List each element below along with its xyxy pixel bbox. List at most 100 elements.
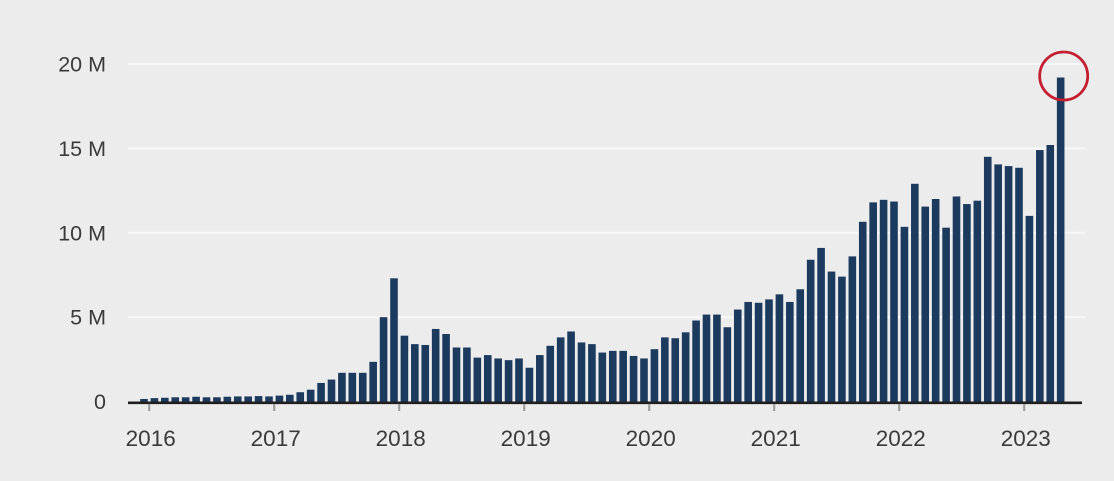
bar-2022-02	[911, 183, 919, 402]
y-axis-label-20M: 20 M	[58, 53, 106, 77]
highlight-circle	[1038, 50, 1090, 102]
bar-2017-06	[327, 379, 336, 402]
bar-2016-12	[265, 396, 273, 402]
bar-2021-11	[879, 199, 888, 402]
bar-2016-07	[213, 397, 221, 402]
bar-2017-11	[379, 317, 388, 402]
bar-2016-09	[233, 396, 242, 402]
bar-2016-05	[192, 396, 200, 402]
bar-2022-09	[983, 156, 992, 402]
x-axis-label-2016: 2016	[126, 426, 176, 451]
bar-2016-01	[150, 398, 159, 402]
x-axis-label-2020: 2020	[626, 426, 676, 451]
bar-2015-12	[140, 398, 148, 402]
bar-2022-08	[973, 200, 982, 402]
bar-2019-04	[556, 337, 565, 402]
x-axis-label-2023: 2023	[1001, 426, 1051, 451]
bar-2018-12	[515, 358, 523, 402]
bar-2018-05	[442, 334, 450, 402]
bar-2021-10	[869, 202, 877, 402]
bar-2021-03	[796, 289, 805, 402]
bar-2018-02	[411, 344, 419, 402]
bar-2018-07	[463, 347, 471, 402]
bar-2022-04	[931, 199, 940, 402]
bar-2020-07	[713, 314, 721, 402]
bar-2023-03	[1046, 145, 1055, 402]
x-axis-label-2022: 2022	[876, 426, 926, 451]
bar-2021-02	[786, 301, 794, 402]
bar-2018-04	[431, 328, 440, 402]
bar-2022-06	[952, 196, 961, 402]
bar-2022-07	[963, 204, 971, 402]
bar-2022-05	[942, 227, 950, 402]
x-axis-label-2019: 2019	[501, 426, 551, 451]
bar-2019-11	[629, 355, 638, 402]
bar-2021-08	[848, 256, 857, 402]
bar-2020-04	[681, 332, 690, 402]
bar-2020-05	[692, 320, 700, 402]
bar-2018-06	[452, 347, 461, 402]
bar-2016-06	[202, 397, 211, 402]
bar-2021-09	[858, 221, 867, 402]
bar-2019-05	[567, 331, 575, 402]
bar-2022-03	[921, 206, 930, 402]
bar-2020-01	[650, 349, 659, 402]
x-axis-label-2021: 2021	[751, 426, 801, 451]
bar-2016-02	[161, 397, 169, 402]
bar-2017-05	[317, 382, 325, 402]
x-axis-label-2018: 2018	[376, 426, 426, 451]
y-axis-label-5M: 5 M	[70, 306, 106, 330]
bar-2022-01	[900, 226, 909, 402]
bar-2020-02	[661, 337, 669, 402]
y-axis-label-10M: 10 M	[58, 221, 106, 245]
bar-2019-09	[608, 350, 617, 402]
bar-2017-01	[275, 395, 284, 402]
bar-2016-03	[171, 397, 180, 402]
y-axis-label-0: 0	[94, 390, 106, 414]
bar-2022-11	[1004, 166, 1013, 402]
bar-2021-07	[838, 276, 846, 402]
bar-2019-02	[536, 355, 544, 402]
x-axis-label-2017: 2017	[251, 426, 301, 451]
bar-2018-01	[400, 335, 409, 402]
bar-2019-01	[525, 367, 534, 402]
bar-2016-11	[254, 396, 263, 402]
bar-2018-10	[494, 358, 502, 402]
bar-2021-05	[817, 247, 825, 402]
bar-2020-10	[744, 301, 752, 402]
bar-2017-10	[369, 361, 377, 402]
bar-2019-03	[546, 345, 555, 402]
bar-2018-09	[483, 355, 492, 402]
bar-2023-02	[1036, 150, 1044, 402]
bar-2021-01	[775, 294, 784, 402]
bar-2021-04	[806, 259, 815, 402]
bar-2018-11	[504, 360, 513, 402]
bar-2022-10	[994, 164, 1002, 402]
bar-2020-09	[733, 309, 742, 402]
bar-2019-07	[588, 344, 596, 402]
bar-2018-08	[473, 357, 482, 402]
bar-2019-10	[619, 350, 627, 402]
bar-2020-12	[765, 299, 773, 402]
bar-2020-03	[671, 338, 680, 402]
bar-2021-12	[890, 201, 898, 402]
bar-2021-06	[827, 271, 836, 402]
bar-2023-04	[1056, 77, 1065, 402]
bar-2017-08	[348, 372, 357, 402]
bar-2017-12	[390, 278, 398, 402]
bar-2020-08	[723, 327, 732, 402]
bar-2019-06	[577, 342, 586, 402]
bar-2016-04	[181, 397, 190, 402]
bar-2017-03	[296, 392, 305, 402]
bar-2020-06	[702, 314, 711, 402]
bar-2022-12	[1015, 167, 1023, 402]
bar-2019-08	[598, 352, 607, 402]
bar-2020-11	[754, 302, 763, 402]
bar-2017-07	[338, 372, 346, 402]
bar-2023-01	[1025, 215, 1034, 402]
bar-2019-12	[640, 358, 648, 402]
bar-2017-09	[358, 372, 367, 402]
bar-2018-03	[421, 344, 430, 402]
